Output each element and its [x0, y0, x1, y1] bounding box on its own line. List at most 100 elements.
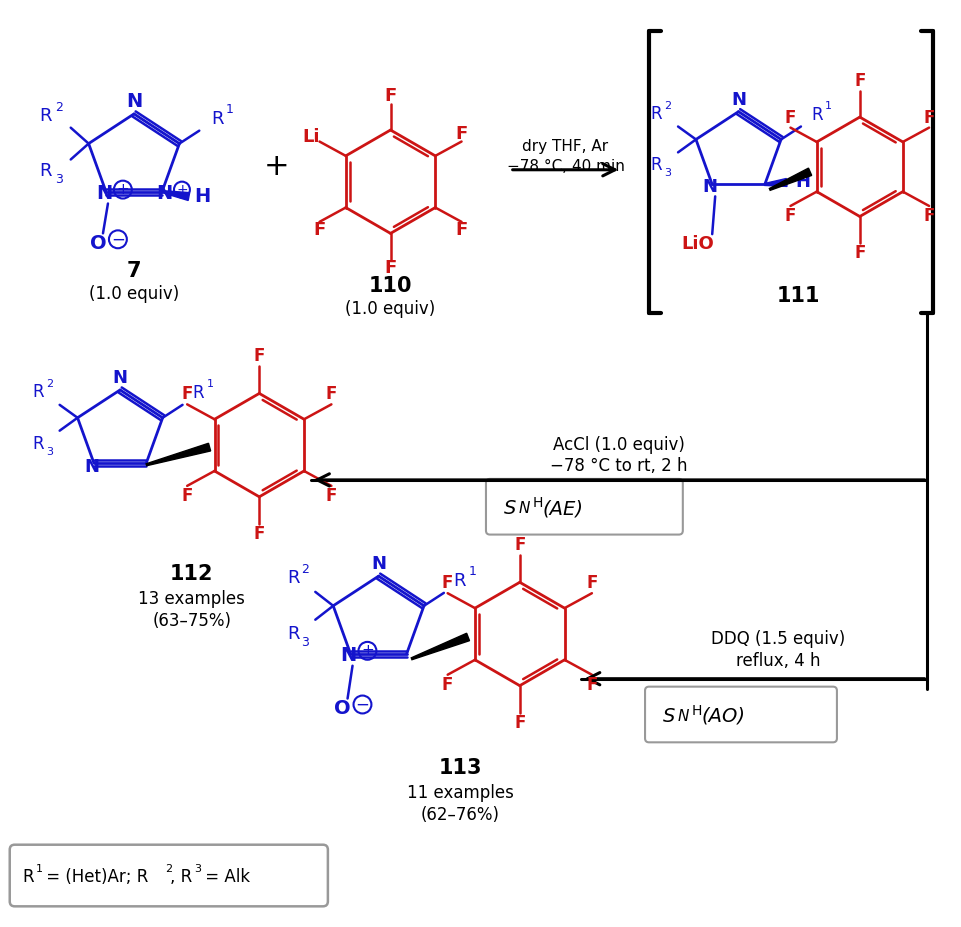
- Text: F: F: [514, 536, 526, 554]
- Text: , R: , R: [170, 868, 192, 885]
- Text: F: F: [924, 108, 935, 127]
- Text: (1.0 equiv): (1.0 equiv): [88, 285, 179, 303]
- Text: = (Het)Ar; R: = (Het)Ar; R: [40, 868, 148, 885]
- Text: 3: 3: [46, 447, 53, 457]
- Text: R: R: [39, 107, 52, 125]
- Text: F: F: [586, 575, 598, 592]
- Text: 113: 113: [438, 758, 481, 778]
- Text: F: F: [182, 386, 193, 403]
- Text: N: N: [85, 458, 99, 476]
- Text: N: N: [731, 91, 746, 108]
- Text: R: R: [32, 383, 43, 400]
- Text: F: F: [456, 124, 468, 143]
- Text: 3: 3: [55, 172, 62, 186]
- Text: (AO): (AO): [702, 707, 746, 726]
- Text: H: H: [532, 496, 543, 510]
- Text: AcCl (1.0 equiv): AcCl (1.0 equiv): [554, 436, 685, 454]
- Text: 111: 111: [776, 286, 820, 306]
- Text: F: F: [442, 676, 454, 693]
- Text: R: R: [287, 625, 300, 642]
- Text: F: F: [854, 244, 866, 261]
- Text: +: +: [263, 152, 289, 182]
- Text: F: F: [785, 207, 796, 225]
- Text: S: S: [504, 500, 516, 518]
- Text: R: R: [39, 162, 52, 181]
- Polygon shape: [411, 633, 470, 660]
- FancyBboxPatch shape: [10, 844, 328, 907]
- Text: R: R: [811, 106, 823, 123]
- Text: F: F: [254, 347, 265, 365]
- Text: F: F: [254, 525, 265, 543]
- Text: N: N: [156, 184, 172, 203]
- Text: R: R: [23, 868, 35, 885]
- Text: N: N: [112, 369, 128, 387]
- Text: O: O: [334, 699, 351, 718]
- Text: dry THF, Ar: dry THF, Ar: [523, 139, 608, 155]
- Text: +: +: [361, 643, 374, 658]
- Text: Li: Li: [303, 128, 320, 146]
- Text: N: N: [519, 502, 530, 516]
- Text: −: −: [111, 230, 125, 248]
- Text: N: N: [96, 184, 112, 203]
- Text: (62–76%): (62–76%): [421, 806, 500, 824]
- Text: N: N: [678, 709, 689, 724]
- Text: DDQ (1.5 equiv): DDQ (1.5 equiv): [711, 630, 846, 648]
- Text: (1.0 equiv): (1.0 equiv): [345, 300, 435, 318]
- Text: (AE): (AE): [543, 500, 583, 518]
- Text: F: F: [313, 221, 326, 239]
- Text: F: F: [854, 72, 866, 90]
- Text: 1: 1: [36, 864, 42, 873]
- Polygon shape: [146, 443, 210, 465]
- Text: reflux, 4 h: reflux, 4 h: [736, 652, 821, 670]
- Text: 2: 2: [665, 101, 672, 110]
- Text: 1: 1: [226, 103, 234, 116]
- Text: 2: 2: [46, 379, 53, 389]
- Text: 110: 110: [369, 276, 412, 296]
- Text: H: H: [692, 704, 702, 717]
- Text: R: R: [651, 105, 662, 122]
- Polygon shape: [161, 191, 189, 200]
- Text: 112: 112: [170, 565, 213, 584]
- Text: F: F: [785, 108, 796, 127]
- Text: F: F: [442, 575, 454, 592]
- Text: 2: 2: [55, 101, 62, 114]
- Text: R: R: [210, 109, 223, 128]
- Text: N: N: [126, 93, 142, 111]
- Polygon shape: [765, 179, 787, 186]
- Text: N: N: [340, 646, 357, 666]
- Text: −78 °C to rt, 2 h: −78 °C to rt, 2 h: [551, 457, 688, 475]
- Text: F: F: [384, 87, 397, 105]
- Text: 1: 1: [469, 565, 477, 578]
- Text: R: R: [287, 569, 300, 587]
- Text: 3: 3: [302, 636, 309, 649]
- Polygon shape: [770, 168, 812, 190]
- Text: H: H: [795, 173, 810, 192]
- Text: LiO: LiO: [681, 235, 714, 253]
- Text: 3: 3: [665, 168, 672, 178]
- Text: F: F: [924, 207, 935, 225]
- Text: F: F: [586, 676, 598, 693]
- Text: 2: 2: [165, 864, 172, 873]
- Text: +: +: [116, 182, 129, 197]
- Text: F: F: [456, 221, 468, 239]
- Text: N: N: [702, 178, 718, 197]
- Text: N: N: [371, 555, 386, 573]
- Text: 2: 2: [302, 563, 309, 576]
- Text: 1: 1: [825, 101, 832, 110]
- Text: F: F: [326, 487, 337, 505]
- FancyBboxPatch shape: [486, 479, 683, 535]
- Text: R: R: [454, 572, 466, 590]
- Text: 7: 7: [127, 261, 141, 281]
- Text: S: S: [663, 707, 676, 726]
- Text: = Alk: = Alk: [200, 868, 250, 885]
- Text: H: H: [195, 187, 211, 206]
- Text: O: O: [89, 234, 107, 253]
- Text: R: R: [192, 384, 205, 402]
- Text: F: F: [326, 386, 337, 403]
- Text: F: F: [182, 487, 193, 505]
- Text: 1: 1: [207, 379, 214, 389]
- FancyBboxPatch shape: [645, 687, 837, 743]
- Text: R: R: [32, 435, 43, 452]
- Text: R: R: [651, 157, 662, 174]
- Text: F: F: [514, 714, 526, 732]
